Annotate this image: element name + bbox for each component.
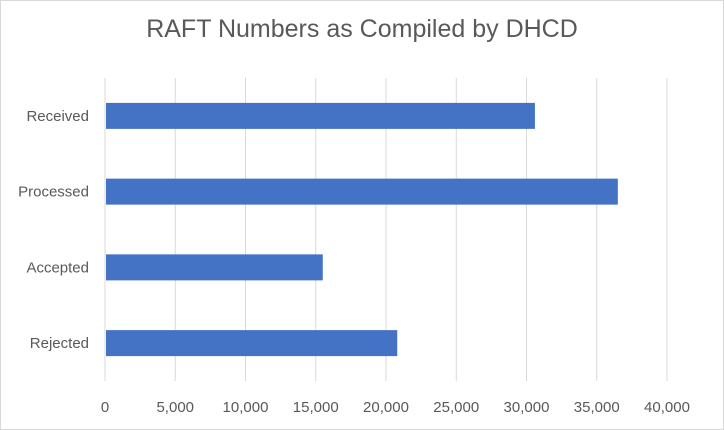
x-tick-label: 0 — [101, 399, 109, 416]
x-tick-label: 30,000 — [504, 399, 550, 416]
x-tick-label: 10,000 — [223, 399, 269, 416]
category-label: Accepted — [26, 259, 89, 276]
x-tick-label: 5,000 — [156, 399, 194, 416]
bar-received — [106, 102, 535, 129]
x-tick-label: 40,000 — [644, 399, 690, 416]
category-label: Processed — [18, 184, 89, 201]
bar-processed — [106, 178, 618, 205]
x-tick-label: 25,000 — [433, 399, 479, 416]
bar-rejected — [106, 330, 398, 357]
category-label: Rejected — [30, 335, 89, 352]
bar-accepted — [106, 254, 323, 281]
x-tick-label: 35,000 — [574, 399, 620, 416]
category-label: Received — [26, 108, 89, 125]
chart-title: RAFT Numbers as Compiled by DHCD — [146, 15, 578, 43]
x-tick-label: 20,000 — [363, 399, 409, 416]
x-tick-label: 15,000 — [293, 399, 339, 416]
